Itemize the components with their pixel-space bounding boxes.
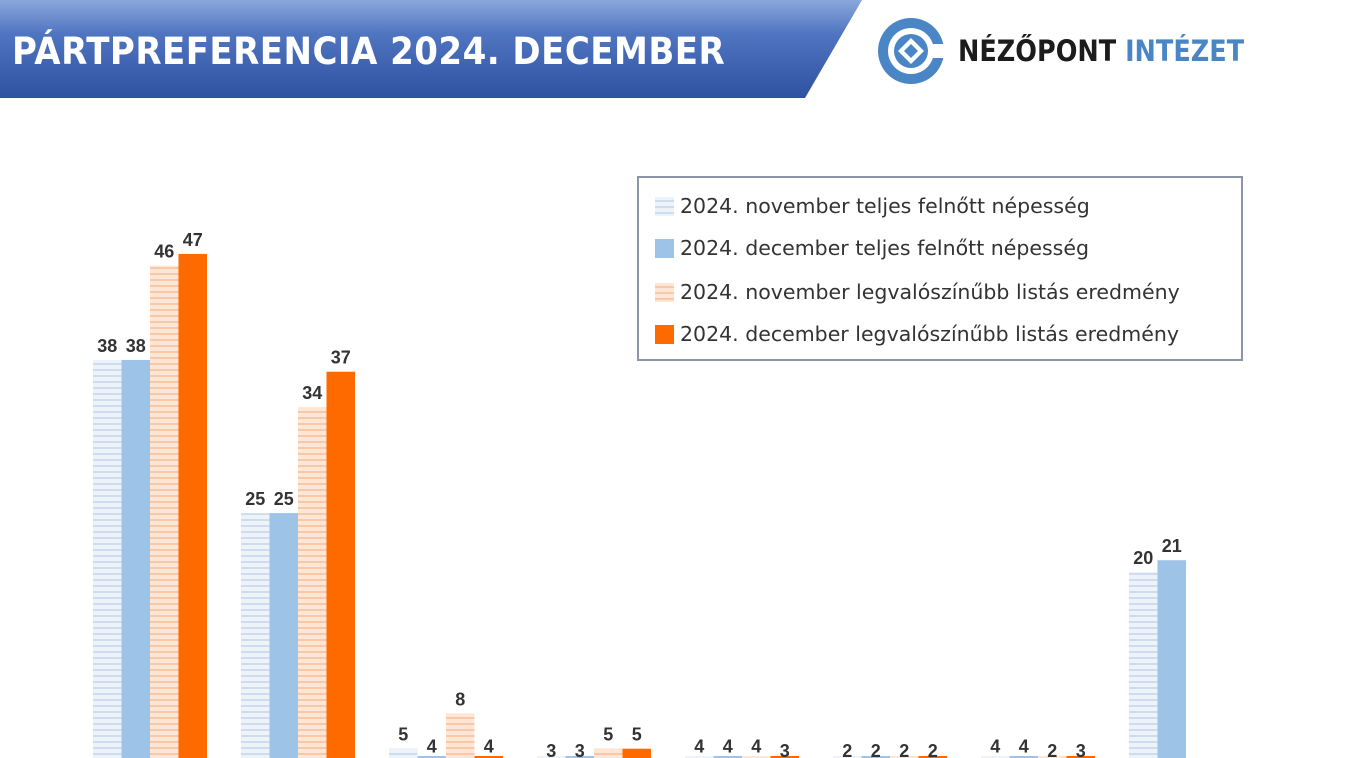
legend-item-nov-total: 2024. november teljes felnőtt népesség [655,194,1090,218]
data-label: 3 [546,741,556,758]
data-label: 37 [331,348,351,368]
legend-swatch [655,196,674,216]
bar-s2-g7 [1009,756,1038,758]
legend-label: 2024. november legvalószínűbb listás ere… [680,280,1180,304]
legend-label: 2024. december teljes felnőtt népesség [680,236,1089,260]
legend-label: 2024. november teljes felnőtt népesség [680,194,1090,218]
data-label: 34 [302,383,322,403]
bar-s3-g3 [446,713,475,758]
data-label: 2 [871,741,881,758]
legend-item-dec-total: 2024. december teljes felnőtt népesség [655,236,1089,260]
bar-s4-g6 [918,756,947,758]
data-label: 5 [398,725,408,745]
data-label: 4 [427,736,437,756]
bar-s1-g6 [833,756,862,758]
bar-s3-g7 [1038,756,1067,758]
legend-item-nov-list: 2024. november legvalószínűbb listás ere… [655,280,1180,304]
brand-part1: NÉZŐPONT [958,34,1117,68]
bar-s1-g5 [685,756,714,758]
bar-s3-g6 [890,756,919,758]
bar-s3-g5 [742,756,771,758]
data-label: 2 [928,741,938,758]
legend-swatch [655,282,674,302]
brand-part2: INTÉZET [1125,34,1245,68]
bar-s2-g6 [861,756,890,758]
data-label: 25 [274,489,294,509]
data-label: 4 [751,736,761,756]
bar-s2-g5 [713,756,742,758]
data-label: 5 [603,725,613,745]
bar-s3-g2 [298,407,327,758]
data-label: 38 [97,336,117,356]
data-label: 8 [455,689,465,709]
data-label: 47 [183,230,203,250]
legend-swatch [655,238,674,258]
bar-s1-g3 [389,748,418,758]
bar-s4-g2 [326,371,355,758]
data-label: 4 [723,736,733,756]
page-title: PÁRTPREFERENCIA 2024. DECEMBER [12,30,726,73]
bar-s4-g5 [770,756,799,758]
title-banner [0,0,862,98]
bar-s4-g1 [178,253,207,758]
legend-item-dec-list: 2024. december legvalószínűbb listás ere… [655,322,1179,346]
data-label: 4 [694,736,704,756]
bar-s1-g1 [93,359,122,758]
bar-s2-g8 [1157,560,1186,758]
data-label: 25 [245,489,265,509]
bar-s4-g7 [1066,756,1095,758]
data-label: 2 [1047,741,1057,758]
bar-s4-g3 [474,756,503,758]
legend-swatch [655,324,674,344]
data-label: 4 [484,736,494,756]
data-label: 2 [842,741,852,758]
data-label: 2 [899,741,909,758]
data-label: 38 [126,336,146,356]
bar-s1-g2 [241,513,270,758]
bar-s2-g4 [565,756,594,758]
bar-s3-g1 [150,265,179,758]
bar-s2-g2 [269,513,298,758]
legend-label: 2024. december legvalószínűbb listás ere… [680,322,1179,346]
data-label: 3 [780,741,790,758]
data-label: 3 [1076,741,1086,758]
legend: 2024. november teljes felnőtt népesség 2… [637,176,1243,361]
bar-s1-g7 [981,756,1010,758]
data-label: 3 [575,741,585,758]
bar-s2-g1 [121,359,150,758]
data-label: 5 [632,725,642,745]
bar-s4-g4 [622,748,651,758]
bar-s3-g4 [594,748,623,758]
bar-s1-g4 [537,756,566,758]
data-label: 20 [1133,548,1153,568]
data-label: 4 [990,736,1000,756]
bar-s2-g3 [417,756,446,758]
data-label: 21 [1162,536,1182,556]
brand-name: NÉZŐPONT INTÉZET [958,34,1244,68]
bar-s1-g8 [1129,572,1158,758]
data-label: 46 [154,242,174,262]
nezopont-logo-icon [878,18,946,84]
data-label: 4 [1019,736,1029,756]
